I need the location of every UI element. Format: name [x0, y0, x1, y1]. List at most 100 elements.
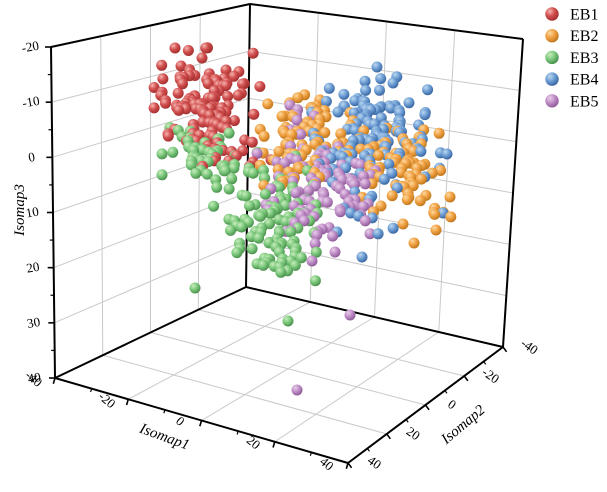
z-axis-tick-label: -20: [20, 38, 40, 56]
data-point-eb4: [422, 84, 434, 96]
data-point-eb1: [196, 52, 208, 64]
grid-line: [201, 316, 375, 421]
data-point-eb2: [276, 110, 288, 122]
data-point-eb2: [444, 191, 456, 203]
data-point-eb4: [349, 95, 361, 107]
data-point-eb3: [223, 127, 235, 139]
legend-label: EB4: [570, 72, 598, 89]
data-point-eb5: [364, 228, 376, 240]
data-point-eb3: [156, 169, 168, 181]
legend-marker-eb2: [545, 29, 559, 43]
data-point-eb3: [285, 226, 297, 238]
legend-label: EB3: [570, 50, 598, 67]
data-point-eb5: [334, 206, 346, 218]
data-point-eb1: [247, 47, 259, 59]
data-point-eb3: [310, 246, 322, 258]
data-point-eb3: [228, 162, 240, 174]
y-axis-title: Isomap2: [438, 402, 489, 448]
legend-label: EB2: [570, 28, 598, 45]
data-point-eb4: [403, 97, 415, 109]
data-point-eb5: [355, 159, 367, 171]
data-point-eb4: [391, 182, 403, 194]
data-point-eb3: [257, 259, 269, 271]
legend: EB1 EB2 EB3 EB4 EB5: [545, 7, 598, 110]
y-axis-tick: [347, 462, 353, 469]
z-axis-tick-label: 20: [25, 259, 40, 276]
data-point-eb3: [236, 221, 248, 233]
data-point-eb3: [309, 275, 321, 287]
data-point-eb1: [148, 82, 160, 93]
data-point-eb5: [344, 309, 356, 321]
z-axis-tick-label: 0: [27, 149, 36, 165]
legend-label: EB5: [570, 93, 598, 110]
data-point-eb2: [335, 128, 347, 140]
z-axis-tick-label: 40: [27, 369, 42, 386]
data-point-eb5: [251, 148, 263, 159]
x-axis-tick-label: 40: [317, 454, 337, 474]
axis-ticks: [45, 46, 508, 469]
data-point-eb3: [244, 200, 255, 212]
x-axis-minor-tick: [236, 430, 239, 435]
data-point-eb3: [246, 243, 258, 255]
x-axis-title: Isomap1: [136, 421, 191, 454]
data-point-eb2: [407, 180, 419, 192]
data-point-eb2: [258, 130, 270, 142]
data-point-eb3: [259, 188, 271, 200]
data-point-eb3: [189, 282, 201, 294]
data-point-eb2: [445, 211, 457, 223]
data-point-eb1: [254, 81, 266, 92]
data-point-eb5: [311, 229, 323, 241]
data-point-eb1: [156, 59, 168, 71]
y-axis-minor-tick: [405, 419, 409, 423]
data-point-eb4: [387, 222, 399, 234]
grid-line: [128, 301, 311, 400]
data-point-eb3: [167, 146, 179, 158]
data-point-eb4: [415, 145, 427, 157]
data-point-eb3: [201, 168, 213, 180]
data-point-eb1: [169, 42, 181, 54]
data-point-eb4: [323, 82, 335, 94]
data-point-eb3: [247, 167, 259, 179]
y-axis-tick-label: -20: [479, 364, 502, 386]
data-point-eb3: [226, 173, 238, 185]
data-point-eb2: [401, 194, 413, 206]
y-axis-tick-label: 40: [365, 452, 384, 472]
data-point-eb4: [356, 251, 368, 263]
x-axis-tick: [199, 420, 203, 427]
data-point-eb2: [397, 218, 409, 230]
data-point-eb1: [148, 102, 160, 114]
y-axis-tick: [424, 404, 430, 411]
y-axis-tick-label: 20: [404, 423, 423, 443]
data-point-eb5: [303, 185, 314, 197]
data-point-eb4: [386, 167, 398, 179]
data-point-eb5: [298, 215, 310, 227]
legend-marker-eb3: [545, 50, 559, 65]
data-point-eb4: [332, 106, 344, 118]
box-edge: [502, 38, 524, 348]
data-point-eb5: [306, 255, 318, 267]
data-point-eb4: [371, 61, 383, 73]
data-point-eb5: [291, 114, 303, 126]
x-axis-tick: [125, 399, 130, 406]
z-axis-title: Isomap3: [12, 184, 28, 237]
data-point-eb2: [293, 163, 305, 175]
y-axis-tick-label: -40: [518, 335, 541, 357]
data-point-eb5: [359, 215, 371, 227]
legend-marker-eb1: [545, 7, 559, 21]
data-point-eb1: [228, 115, 240, 127]
box-edge: [245, 286, 504, 348]
data-point-eb3: [211, 181, 223, 193]
z-axis-tick-label: 30: [26, 314, 41, 331]
data-point-eb3: [225, 224, 236, 236]
y-axis-tick-label: 0: [445, 396, 459, 412]
data-point-eb1: [246, 136, 258, 148]
data-point-eb4: [385, 102, 397, 114]
x-axis-tick: [52, 377, 56, 384]
data-point-eb2: [373, 149, 384, 161]
data-point-eb2: [415, 173, 427, 185]
z-axis-tick-label: -10: [21, 93, 41, 111]
data-point-eb4: [378, 173, 390, 185]
